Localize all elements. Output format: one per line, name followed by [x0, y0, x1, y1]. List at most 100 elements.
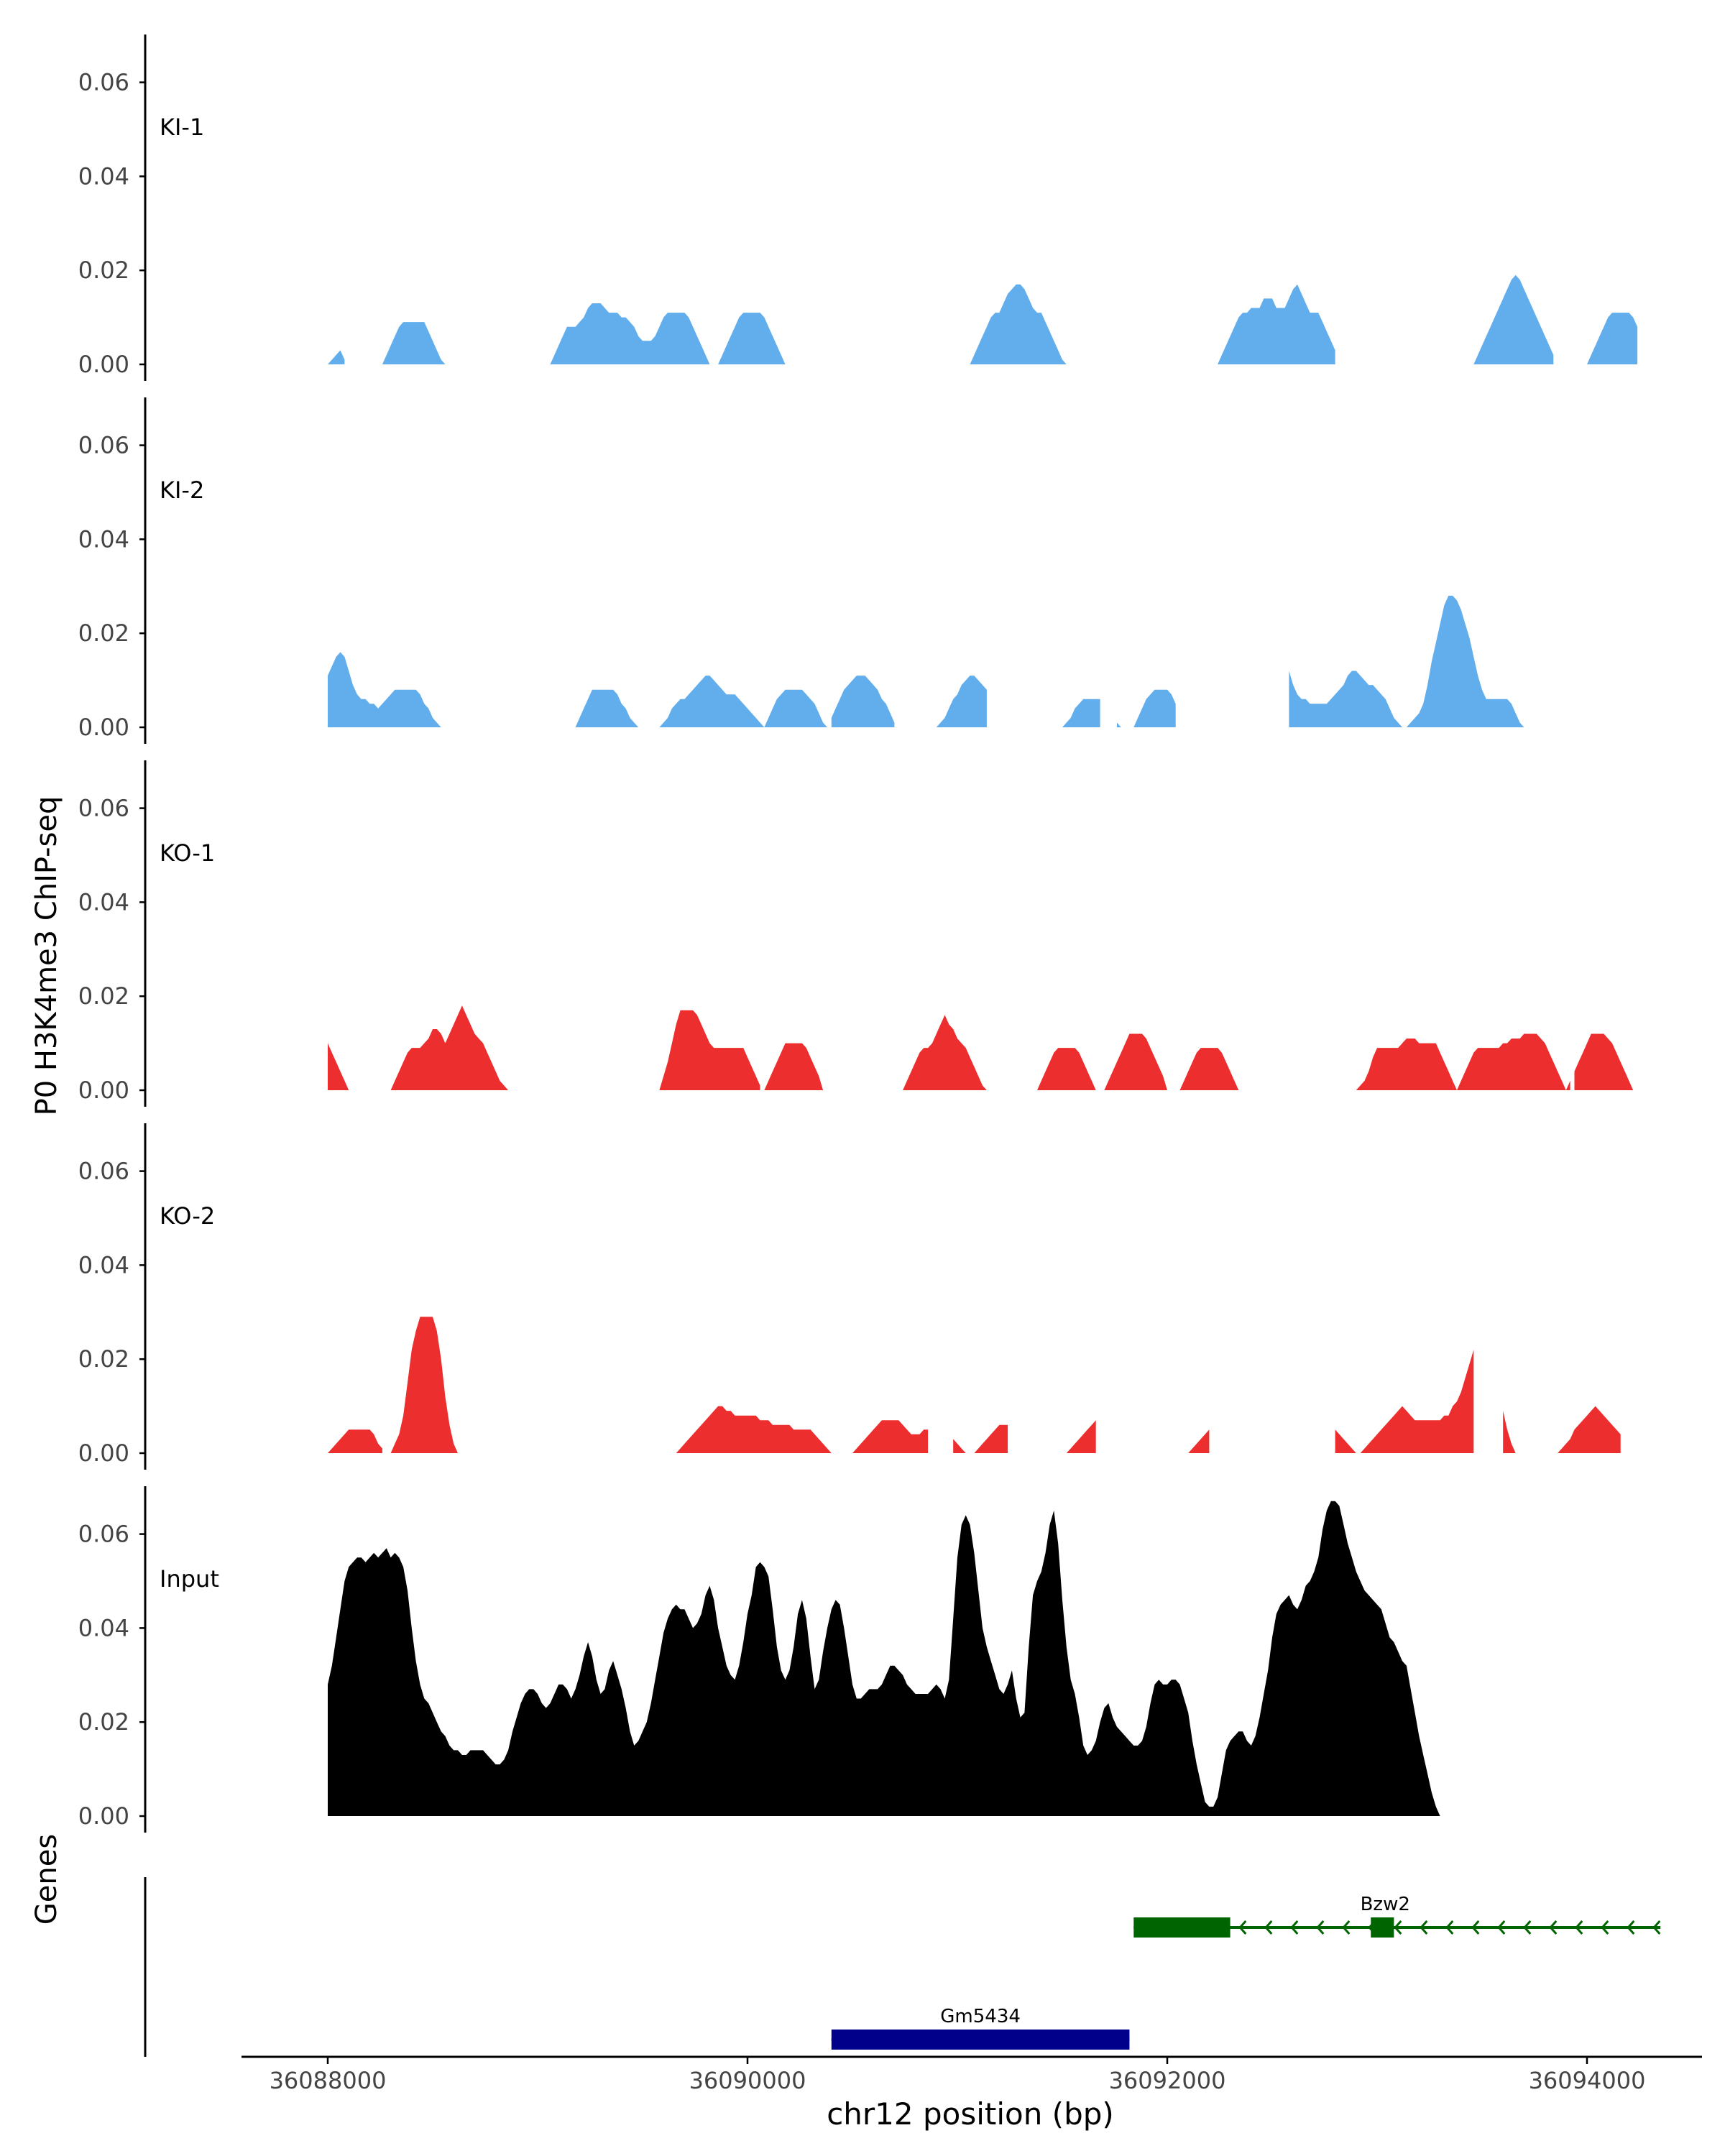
signal-area: [1179, 1048, 1239, 1090]
x-tick-label: 36088000: [270, 2067, 387, 2094]
x-axis: 36088000 36090000 36092000 36094000: [242, 2055, 1702, 2094]
y-tick-label: 0.04: [78, 888, 129, 916]
track-label: KI-2: [160, 476, 204, 504]
y-tick-label: 0.06: [78, 69, 129, 96]
strand-arrow: [1523, 1920, 1532, 1935]
signal-area: [382, 322, 446, 364]
strand-arrow: [1627, 1920, 1635, 1935]
signal-area: [659, 676, 827, 727]
y-tick-label: 0.02: [78, 1708, 129, 1736]
gene-exon: [1133, 1917, 1230, 1938]
strand-arrow: [1445, 1920, 1454, 1935]
track-label: KI-1: [160, 114, 204, 141]
track-ki-1: 0.00 0.02 0.04 0.06 KI-1: [78, 34, 1638, 381]
signal-area: [328, 1043, 349, 1090]
strand-arrow: [1420, 1920, 1428, 1935]
y-tick-label: 0.04: [78, 162, 129, 190]
strand-arrow: [1497, 1920, 1506, 1935]
y-tick-label: 0.00: [78, 1802, 129, 1830]
y-tick-label: 0.04: [78, 1251, 129, 1279]
gene-label: Gm5434: [940, 2006, 1021, 2027]
signal-area: [1116, 689, 1176, 727]
strand-arrow: [1652, 1920, 1661, 1935]
signal-area: [970, 284, 1067, 364]
y-tick-label: 0.00: [78, 1077, 129, 1104]
signal-area: [1574, 1033, 1634, 1090]
y-tick-label: 0.06: [78, 1158, 129, 1185]
signal-area: [1037, 1420, 1096, 1453]
signal-area: [1453, 1033, 1570, 1090]
y-tick-label: 0.02: [78, 257, 129, 284]
track-ko-2: 0.00 0.02 0.04 0.06 KO-2: [78, 1123, 1621, 1470]
x-axis-title: chr12 position (bp): [827, 2096, 1114, 2132]
y-tick-label: 0.00: [78, 714, 129, 741]
signal-area: [328, 1429, 382, 1453]
signal-area: [953, 1424, 1008, 1453]
y-tick-label: 0.02: [78, 1345, 129, 1373]
x-tick-label: 36094000: [1529, 2067, 1646, 2094]
y-axis-title: P0 H3K4me3 ChIP-seq: [30, 796, 63, 1116]
track-ko-1: 0.00 0.02 0.04 0.06 KO-1: [78, 760, 1634, 1107]
y-tick-label: 0.02: [78, 982, 129, 1010]
signal-area: [718, 313, 786, 364]
y-tick-label: 0.00: [78, 1439, 129, 1467]
y-tick-label: 0.04: [78, 525, 129, 553]
x-tick-label: 36090000: [689, 2067, 806, 2094]
signal-area: [1583, 313, 1638, 364]
strand-arrow: [1471, 1920, 1480, 1935]
y-tick-label: 0.06: [78, 432, 129, 459]
strand-arrow: [1290, 1920, 1299, 1935]
strand-arrow: [1264, 1920, 1273, 1935]
gene-exon: [1371, 1917, 1394, 1938]
y-tick-label: 0.06: [78, 795, 129, 822]
y-tick-label: 0.02: [78, 619, 129, 647]
y-tick-label: 0.04: [78, 1614, 129, 1641]
strand-arrow: [1394, 1920, 1402, 1935]
signal-area: [1335, 1350, 1474, 1453]
signal-area: [390, 1005, 512, 1090]
signal-area: [390, 1317, 458, 1453]
genes-axis-title: Genes: [30, 1834, 63, 1925]
signal-area: [1289, 595, 1524, 727]
signal-area: [903, 1015, 987, 1090]
signal-area: [328, 652, 441, 727]
strand-arrow: [1601, 1920, 1609, 1935]
signal-area: [575, 689, 639, 727]
y-tick-label: 0.00: [78, 351, 129, 378]
signal-area: [1037, 1048, 1096, 1090]
strand-arrow: [1238, 1920, 1247, 1935]
signal-area: [1218, 284, 1335, 364]
signal-area: [659, 1010, 760, 1090]
signal-area: [328, 350, 345, 364]
strand-arrow: [1549, 1920, 1558, 1935]
strand-arrow: [1316, 1920, 1325, 1935]
signal-area: [1356, 1038, 1453, 1090]
strand-arrow: [1575, 1920, 1583, 1935]
strand-arrow: [1342, 1920, 1351, 1935]
tracks-group: 0.00 0.02 0.04 0.06 KI-1 0.00 0.02 0.04 0.06 KI-2…: [78, 34, 1638, 1833]
track-label: KO-1: [160, 839, 215, 867]
signal-area: [1104, 1033, 1167, 1090]
gene-exon: [831, 2030, 1130, 2050]
genes-panel: Gm5434 Bzw2: [144, 1877, 1661, 2057]
signal-area: [1150, 1429, 1210, 1453]
x-tick-label: 36092000: [1109, 2067, 1226, 2094]
track-ki-2: 0.00 0.02 0.04 0.06 KI-2: [78, 397, 1524, 744]
signal-area: [550, 303, 710, 364]
gene-bzw2: Bzw2: [1133, 1894, 1661, 1938]
track-label: KO-2: [160, 1202, 215, 1230]
signal-area: [676, 1406, 832, 1453]
track-input: 0.00 0.02 0.04 0.06 Input: [78, 1486, 1440, 1833]
signal-area: [831, 676, 895, 727]
y-tick-label: 0.06: [78, 1521, 129, 1548]
signal-area: [1473, 275, 1554, 364]
signal-area: [764, 1043, 824, 1090]
signal-area: [1503, 1406, 1621, 1453]
signal-area: [1049, 699, 1100, 727]
signal-area: [852, 1420, 929, 1453]
signal-area: [328, 1501, 1440, 1816]
signal-area: [928, 676, 987, 727]
gene-gm5434: Gm5434: [831, 2006, 1130, 2050]
track-label: Input: [160, 1565, 219, 1593]
